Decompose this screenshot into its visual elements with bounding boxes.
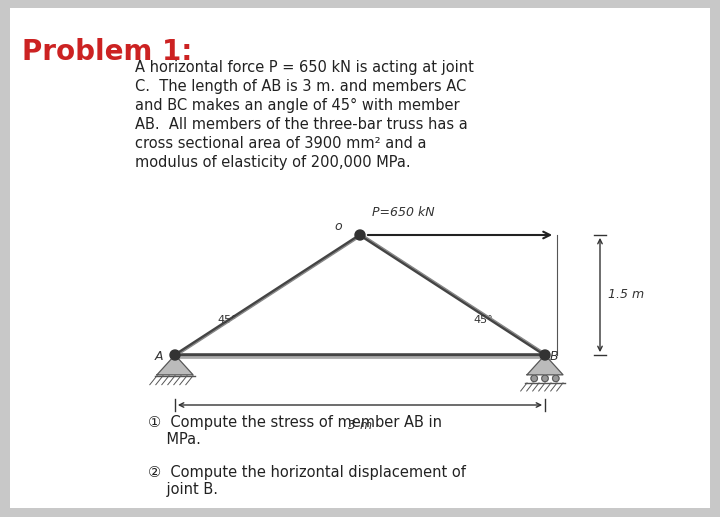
Text: P=650 kN: P=650 kN: [372, 206, 435, 219]
Circle shape: [170, 350, 180, 360]
Text: o: o: [334, 220, 342, 233]
Circle shape: [552, 375, 559, 382]
Text: C.  The length of AB is 3 m. and members AC: C. The length of AB is 3 m. and members …: [135, 79, 467, 94]
Text: ①  Compute the stress of member AB in: ① Compute the stress of member AB in: [148, 415, 442, 430]
Text: cross sectional area of 3900 mm² and a: cross sectional area of 3900 mm² and a: [135, 136, 426, 151]
Text: modulus of elasticity of 200,000 MPa.: modulus of elasticity of 200,000 MPa.: [135, 155, 410, 170]
Circle shape: [355, 230, 365, 240]
Text: Problem 1:: Problem 1:: [22, 38, 192, 66]
Polygon shape: [527, 355, 563, 375]
Text: A: A: [155, 351, 163, 363]
Text: AB.  All members of the three-bar truss has a: AB. All members of the three-bar truss h…: [135, 117, 468, 132]
Text: 45°: 45°: [473, 315, 492, 325]
Text: 1.5 m: 1.5 m: [608, 288, 644, 301]
Text: A horizontal force P = 650 kN is acting at joint: A horizontal force P = 650 kN is acting …: [135, 60, 474, 75]
Text: ②  Compute the horizontal displacement of: ② Compute the horizontal displacement of: [148, 465, 466, 480]
Circle shape: [540, 350, 550, 360]
Text: B: B: [550, 351, 559, 363]
Polygon shape: [157, 355, 193, 375]
Circle shape: [541, 375, 548, 382]
Circle shape: [531, 375, 537, 382]
Text: 3 m: 3 m: [348, 419, 372, 432]
Text: MPa.: MPa.: [148, 432, 201, 447]
Text: and BC makes an angle of 45° with member: and BC makes an angle of 45° with member: [135, 98, 459, 113]
Text: 45°: 45°: [217, 315, 237, 325]
Text: joint B.: joint B.: [148, 482, 218, 497]
